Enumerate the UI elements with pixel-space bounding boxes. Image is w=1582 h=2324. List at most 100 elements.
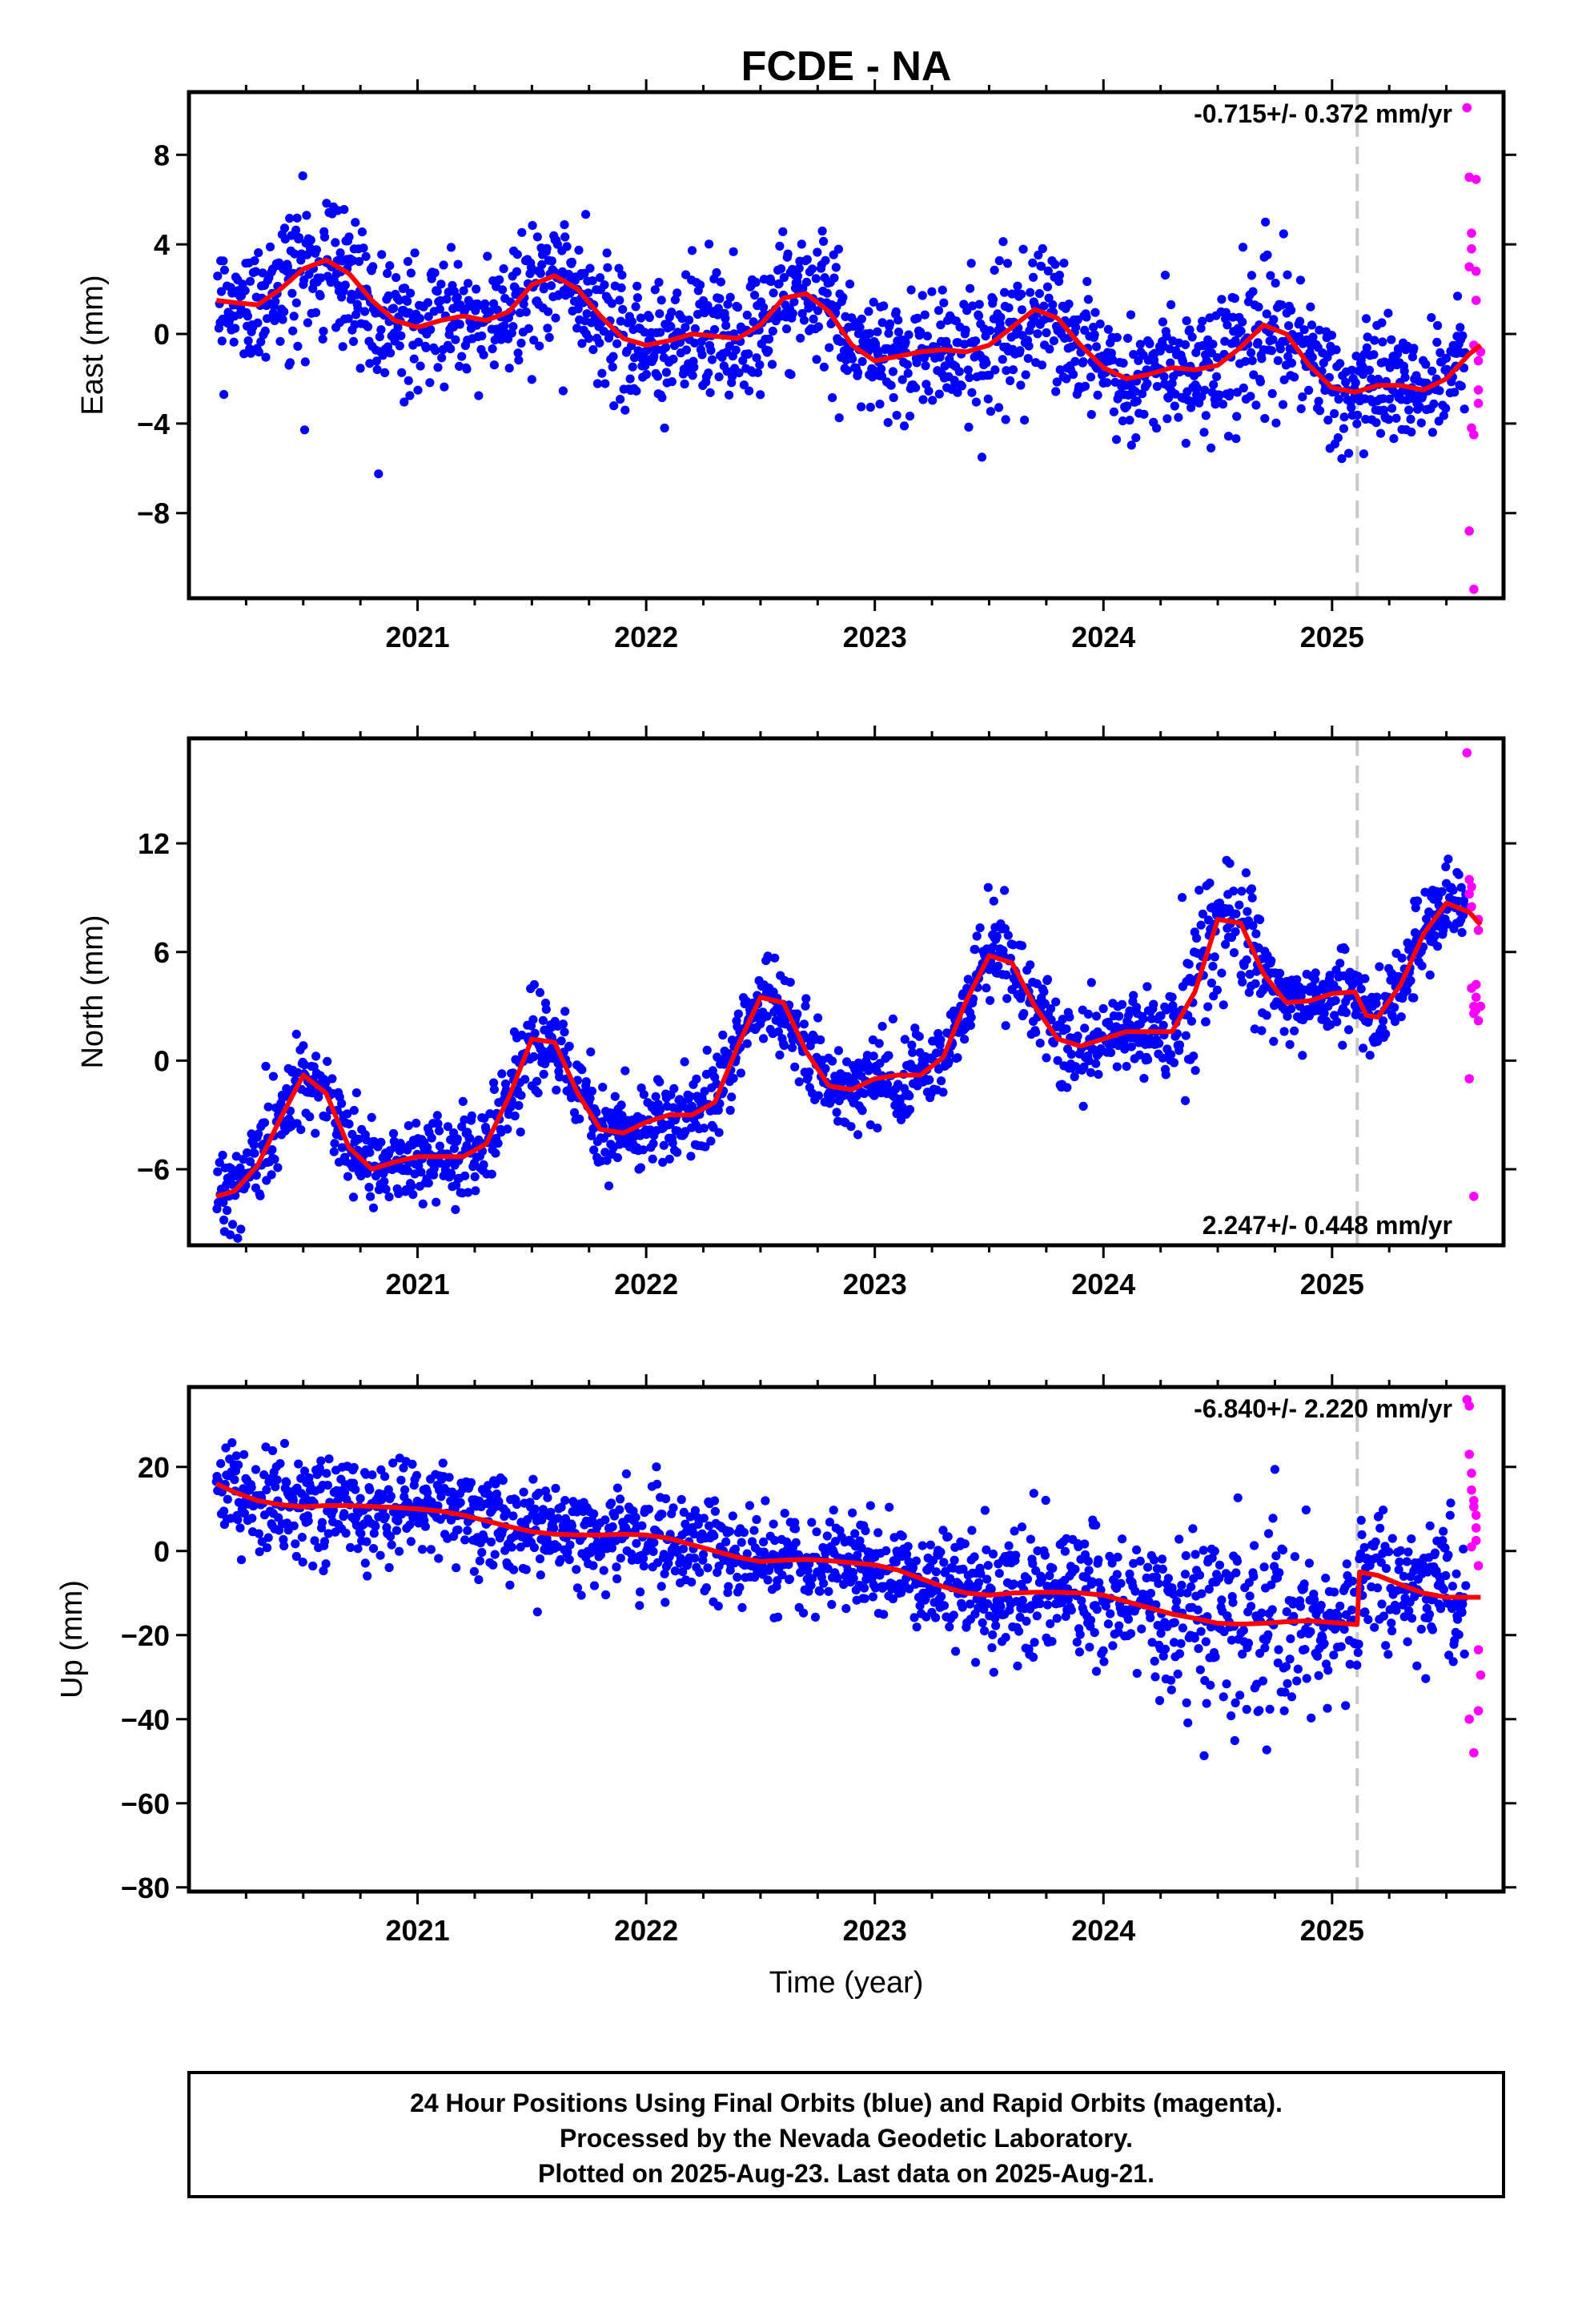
final-orbit-point: [311, 308, 321, 317]
final-orbit-point: [1271, 279, 1280, 288]
rapid-orbit-point: [1467, 228, 1476, 238]
final-orbit-point: [989, 1667, 998, 1677]
final-orbit-point: [1161, 1070, 1170, 1080]
final-orbit-point: [927, 287, 937, 296]
final-orbit-point: [931, 1567, 941, 1577]
final-orbit-point: [1015, 346, 1025, 356]
final-orbit-point: [213, 271, 223, 281]
final-orbit-point: [462, 364, 472, 374]
final-orbit-point: [497, 1069, 507, 1079]
final-orbit-point: [1129, 350, 1138, 360]
final-orbit-point: [1174, 412, 1183, 422]
final-orbit-point: [1048, 1563, 1058, 1573]
final-orbit-point: [375, 1550, 385, 1560]
final-orbit-point: [994, 961, 1003, 971]
final-orbit-point: [1112, 1570, 1122, 1579]
final-orbit-point: [1002, 259, 1013, 268]
final-orbit-point: [687, 246, 697, 255]
final-orbit-point: [636, 1587, 645, 1597]
final-orbit-point: [1022, 1616, 1031, 1626]
final-orbit-point: [749, 1526, 759, 1535]
final-orbit-point: [346, 1542, 355, 1552]
final-orbit-point: [240, 286, 250, 296]
final-orbit-point: [983, 883, 993, 892]
final-orbit-point: [403, 256, 413, 267]
final-orbit-point: [889, 392, 898, 403]
final-orbit-point: [937, 1591, 946, 1602]
final-orbit-point: [949, 1610, 958, 1620]
rapid-orbit-point: [1469, 585, 1479, 594]
final-orbit-point: [1232, 388, 1242, 397]
final-orbit-point: [477, 331, 487, 341]
final-orbit-point: [744, 349, 753, 359]
final-orbit-point: [1038, 243, 1047, 254]
final-orbit-point: [1125, 416, 1134, 425]
final-orbit-point: [344, 232, 354, 242]
final-orbit-point: [790, 1062, 800, 1072]
final-orbit-point: [1267, 346, 1276, 356]
final-orbit-point: [433, 363, 443, 372]
final-orbit-point: [319, 327, 328, 336]
final-orbit-point: [577, 339, 587, 348]
final-orbit-point: [425, 378, 435, 388]
final-orbit-point: [704, 368, 713, 378]
final-orbit-point: [1199, 428, 1209, 437]
final-orbit-point: [1456, 323, 1465, 332]
final-orbit-point: [953, 388, 962, 397]
final-orbit-point: [865, 1062, 874, 1072]
velocity-label: -0.715+/- 0.372 mm/yr: [1194, 99, 1452, 128]
final-orbit-point: [458, 1096, 468, 1106]
y-tick-label: 4: [154, 228, 170, 261]
final-orbit-point: [1123, 1614, 1133, 1624]
final-orbit-point: [1126, 440, 1136, 450]
final-orbit-point: [632, 1538, 641, 1548]
final-orbit-point: [1238, 243, 1248, 252]
final-orbit-point: [424, 1178, 433, 1188]
final-orbit-point: [891, 307, 901, 316]
final-orbit-point: [612, 1574, 622, 1584]
final-orbit-point: [1035, 1039, 1045, 1048]
final-orbit-point: [986, 1584, 996, 1594]
final-orbit-point: [919, 353, 930, 363]
final-orbit-point: [231, 1152, 241, 1161]
final-orbit-point: [842, 366, 852, 376]
final-orbit-point: [245, 1156, 255, 1167]
final-orbit-point: [1442, 353, 1452, 363]
final-orbit-point: [1162, 332, 1171, 341]
final-orbit-point: [1020, 416, 1030, 425]
rapid-orbit-point: [1473, 398, 1484, 408]
final-orbit-point: [966, 259, 976, 268]
final-orbit-point: [1384, 415, 1394, 424]
final-orbit-point: [584, 334, 594, 344]
final-orbit-point: [912, 1622, 921, 1632]
final-orbit-point: [703, 1563, 713, 1573]
final-orbit-point: [1277, 300, 1287, 310]
final-orbit-point: [721, 1537, 731, 1546]
final-orbit-point: [794, 1077, 804, 1087]
final-orbit-point: [1251, 929, 1261, 939]
final-orbit-point: [456, 1498, 465, 1507]
final-orbit-point: [340, 280, 350, 290]
final-orbit-point: [860, 1594, 869, 1603]
final-orbit-point: [1275, 344, 1285, 354]
final-orbit-point: [251, 1465, 261, 1474]
final-orbit-point: [585, 1094, 595, 1104]
final-orbit-point: [1269, 315, 1279, 324]
final-orbit-point: [721, 313, 730, 324]
final-orbit-point: [584, 288, 593, 298]
final-orbit-point: [934, 389, 944, 399]
final-orbit-point: [387, 1540, 396, 1550]
final-orbit-point: [954, 367, 964, 376]
final-orbit-point: [907, 1040, 917, 1050]
final-orbit-point: [785, 1574, 795, 1584]
final-orbit-point: [939, 298, 949, 308]
final-orbit-point: [1290, 1026, 1299, 1035]
final-orbit-point: [1122, 1062, 1131, 1072]
final-orbit-point: [966, 283, 975, 293]
final-orbit-point: [1114, 1621, 1124, 1630]
final-orbit-point: [1255, 377, 1265, 387]
y-tick-label: −8: [137, 497, 170, 530]
final-orbit-point: [829, 1506, 838, 1515]
final-orbit-point: [885, 1502, 894, 1512]
final-orbit-point: [828, 1056, 837, 1066]
